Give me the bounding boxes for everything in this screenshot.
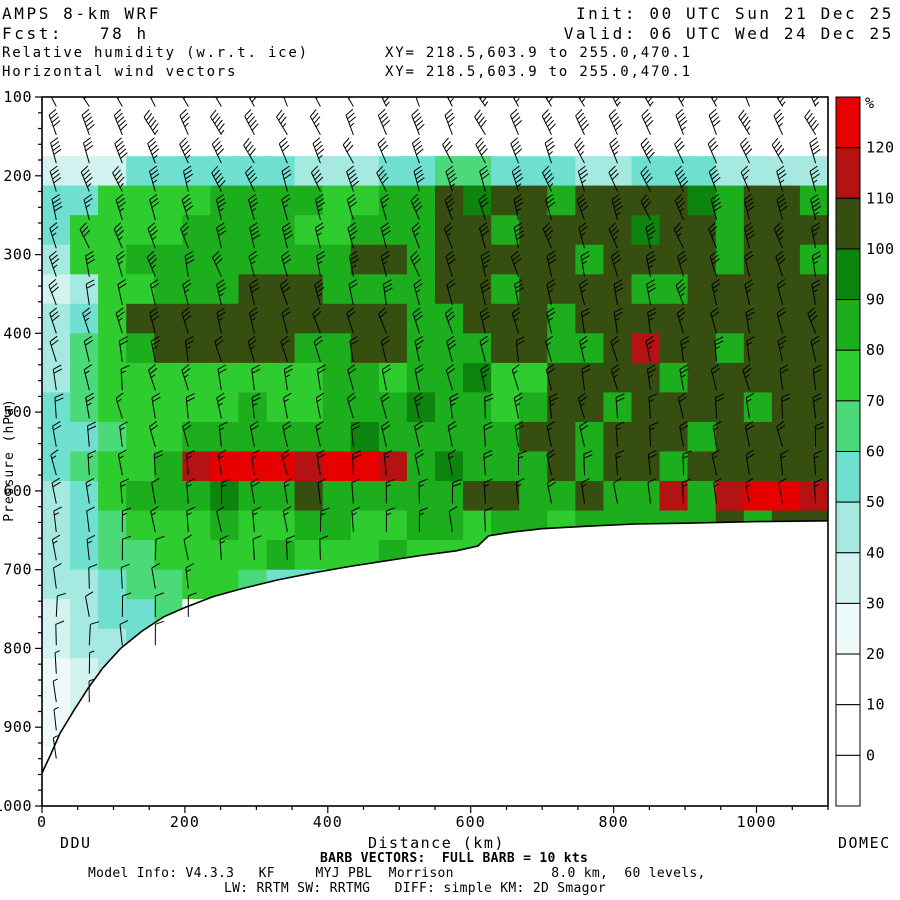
svg-text:0: 0 [37,813,47,831]
forecast-hour: Fcst: 78 h [2,24,149,43]
svg-text:200: 200 [3,167,32,185]
svg-text:0: 0 [866,746,876,764]
svg-text:400: 400 [3,324,32,342]
physics-line: LW: RRTM SW: RRTMG DIFF: simple KM: 2D S… [224,881,606,896]
model-title: AMPS 8-km WRF [2,4,162,23]
xy-coords-2: XY= 218.5,603.9 to 255.0,470.1 [385,64,692,80]
svg-text:200: 200 [170,813,200,831]
svg-text:1000: 1000 [736,813,776,831]
x-axis-title: Distance (km) [368,834,505,852]
svg-text:90: 90 [866,291,885,309]
svg-text:80: 80 [866,341,885,359]
barb-legend-note: BARB VECTORS: FULL BARB = 10 kts [320,851,589,866]
svg-text:400: 400 [313,813,343,831]
plot-border [41,96,829,807]
svg-text:%: % [865,94,874,112]
cross-section-chart: 0 200 400 600 800 100010020030040050060070080… [0,88,895,831]
svg-text:120: 120 [866,139,895,157]
model-info-line: Model Info: V4.3.3 KF MYJ PBL Morrison 8… [88,866,706,881]
svg-text:60: 60 [866,443,885,461]
svg-text:700: 700 [3,561,32,579]
svg-text:110: 110 [866,189,895,207]
init-time: Init: 00 UTC Sun 21 Dec 25 [575,4,894,23]
field-name-1: Relative humidity (w.r.t. ice) [2,45,309,61]
svg-text:500: 500 [3,403,32,421]
svg-text:800: 800 [599,813,629,831]
svg-text:30: 30 [866,594,885,612]
svg-text:10: 10 [866,696,885,714]
svg-text:70: 70 [866,392,885,410]
svg-text:40: 40 [866,544,885,562]
svg-text:900: 900 [3,718,32,736]
svg-text:100: 100 [3,88,32,106]
svg-text:20: 20 [866,645,885,663]
left-station-label: DDU [60,834,92,852]
wind-barbs [48,97,824,759]
svg-text:50: 50 [866,493,885,511]
svg-text:800: 800 [3,639,32,657]
svg-text:600: 600 [456,813,486,831]
svg-text:600: 600 [3,482,32,500]
svg-text:Pressure (hPa): Pressure (hPa) [2,398,17,522]
right-station-label: DOMEC [838,834,891,852]
svg-text:300: 300 [3,246,32,264]
field-name-2: Horizontal wind vectors [2,64,238,80]
valid-time: Valid: 06 UTC Wed 24 Dec 25 [563,24,894,43]
svg-text:100: 100 [866,240,895,258]
axis-labels: 0 200 400 600 800 1000 100 200 300 400 500 600 700 80… [0,88,776,831]
terrain [42,520,828,806]
xy-coords-1: XY= 218.5,603.9 to 255.0,470.1 [385,45,692,61]
svg-text:1000: 1000 [0,797,32,815]
